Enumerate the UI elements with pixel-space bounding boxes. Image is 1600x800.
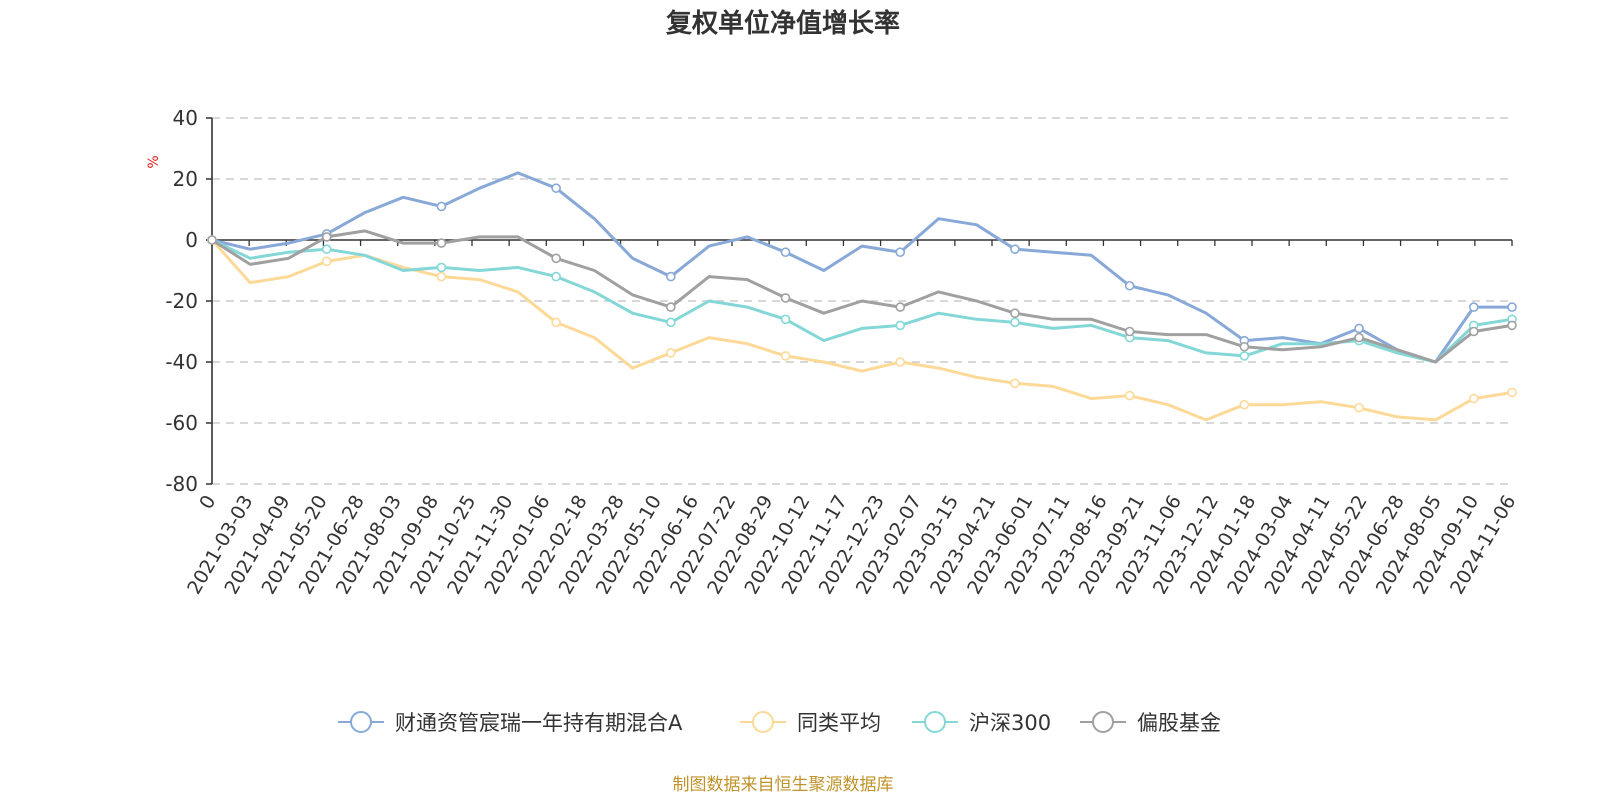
y-axis-unit: %	[146, 155, 162, 168]
y-tick-label: -60	[165, 411, 198, 435]
series-point	[1239, 351, 1250, 361]
legend-circle-icon	[752, 711, 774, 733]
legend-item[interactable]: 偏股基金	[1080, 711, 1221, 735]
series-point	[1468, 326, 1479, 337]
series-point	[895, 302, 906, 312]
y-tick-label: -80	[165, 472, 198, 496]
x-tick-label: 0	[195, 492, 220, 513]
series-point	[666, 348, 676, 358]
y-tick-label: -20	[165, 289, 198, 313]
series-point	[1354, 323, 1364, 334]
series-point	[1239, 399, 1250, 410]
series-point	[1010, 317, 1020, 328]
series-point	[895, 357, 906, 367]
series-point	[1124, 390, 1135, 401]
series-point	[321, 244, 332, 254]
series-point	[1468, 393, 1479, 404]
legend-item[interactable]: 沪深300	[912, 711, 1051, 735]
series-point	[1124, 280, 1135, 291]
legend-label: 财通资管宸瑞一年持有期混合A	[395, 711, 683, 735]
series-point	[1010, 244, 1020, 254]
legend-label: 偏股基金	[1137, 711, 1221, 735]
series-point	[207, 235, 217, 245]
legend[interactable]: 财通资管宸瑞一年持有期混合A 同类平均 沪深300 偏股基金	[338, 711, 1221, 735]
series-line	[211, 238, 1513, 364]
legend-item[interactable]: 同类平均	[740, 711, 881, 735]
x-tick-labels: 02021-03-032021-04-092021-05-202021-06-2…	[183, 492, 1520, 599]
series-point	[321, 256, 332, 267]
source-note: 制图数据来自恒生聚源数据库	[673, 775, 894, 795]
legend-label: 同类平均	[797, 711, 881, 735]
y-tick-label: 40	[173, 106, 198, 130]
series-line	[211, 229, 1513, 364]
series-2	[207, 235, 1517, 364]
series-3	[207, 229, 1517, 364]
legend-circle-icon	[924, 711, 946, 733]
series-point	[551, 253, 561, 264]
series-point	[1354, 332, 1364, 343]
series-point	[1010, 378, 1020, 389]
series-point	[1507, 320, 1517, 331]
series-point	[666, 302, 676, 312]
series-point	[780, 314, 791, 325]
series-point	[666, 317, 676, 328]
series-point	[1354, 402, 1364, 413]
series-line	[210, 238, 1513, 422]
series-point	[780, 247, 791, 257]
series-point	[1010, 308, 1020, 319]
series-point	[551, 183, 561, 193]
y-tick-label: 0	[185, 228, 198, 252]
series-point	[551, 271, 561, 282]
series-point	[436, 238, 447, 248]
y-tick-label: 20	[173, 167, 198, 191]
series-point	[780, 293, 791, 303]
y-tick-label: -40	[165, 350, 198, 374]
series-point	[436, 271, 447, 282]
series-point	[1507, 387, 1517, 398]
series-line	[211, 171, 1512, 364]
series-point	[436, 262, 447, 273]
series-point	[551, 317, 561, 328]
series-point	[436, 201, 447, 212]
series-point	[780, 351, 791, 361]
series-point	[321, 232, 332, 242]
series-point	[1468, 302, 1479, 312]
legend-item[interactable]: 财通资管宸瑞一年持有期混合A	[338, 711, 683, 735]
legend-circle-icon	[1092, 711, 1114, 733]
series-point	[666, 271, 676, 282]
series-point	[1124, 326, 1135, 337]
series-lines	[207, 171, 1517, 422]
series-point	[895, 247, 906, 257]
legend-label: 沪深300	[969, 711, 1051, 735]
chart-title: 复权单位净值增长率	[666, 8, 900, 39]
series-point	[1239, 341, 1250, 352]
legend-circle-icon	[350, 711, 372, 733]
y-tick-labels: 40 20 0 -20 -40 -60 -80	[165, 106, 212, 496]
series-point	[1507, 302, 1517, 312]
series-point	[895, 320, 906, 331]
